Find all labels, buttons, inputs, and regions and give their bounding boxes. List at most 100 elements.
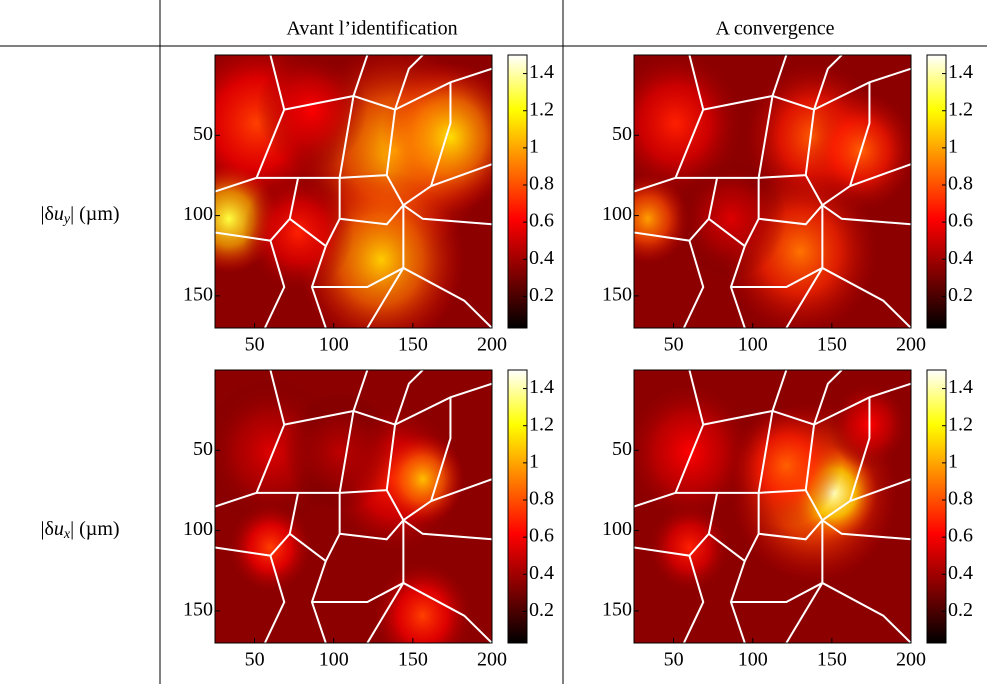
y-tick-label: 50 [612, 123, 632, 145]
x-tick-label: 200 [477, 649, 507, 671]
heatmap-blob [634, 173, 690, 264]
colorbar [507, 54, 528, 329]
grain-boundary [402, 582, 492, 643]
colorbar-tick-label: 0.8 [529, 173, 554, 195]
x-tick-label: 150 [398, 334, 428, 356]
row-label-part: x [63, 527, 71, 542]
grain-boundary [394, 370, 424, 425]
grain-boundary [682, 555, 705, 643]
colorbar-tick-label: 0.4 [948, 247, 973, 269]
heatmap-panel: 50 100 150 200 50 100 150 0.2 0.4 0.6 0.8 1 1.2 1.4 [602, 54, 973, 356]
colorbar-tick-label: 1 [529, 135, 539, 157]
x-tick-label: 100 [319, 649, 349, 671]
colorbar-tick-label: 1.2 [529, 98, 554, 120]
row-label: |δuy| (µm) [40, 203, 119, 228]
grain-boundary [821, 204, 911, 226]
heatmap-panel: 50 100 150 200 50 100 150 0.2 0.4 0.6 0.8 1 1.2 1.4 [602, 369, 973, 671]
column-header: A convergence [715, 18, 834, 40]
y-tick-label: 50 [193, 438, 213, 460]
colorbar [507, 369, 528, 644]
heatmap-blob [730, 405, 842, 526]
heatmap-blob [381, 434, 465, 525]
row-label-part: y [62, 212, 71, 227]
grain-boundary [256, 410, 355, 494]
colorbar [926, 369, 947, 644]
heatmap-panel: 50 100 150 200 50 100 150 0.2 0.4 0.6 0.8 1 1.2 1.4 [183, 54, 554, 356]
grain-boundary [339, 409, 397, 494]
x-tick-label: 150 [817, 334, 847, 356]
colorbar-tick-label: 1 [529, 450, 539, 472]
heatmap-blob [242, 172, 354, 293]
grain-boundary [339, 519, 405, 541]
x-tick-label: 150 [817, 649, 847, 671]
grain-boundary [634, 492, 719, 557]
grain-boundary [394, 55, 424, 110]
heatmap [634, 370, 911, 643]
row-label-part: | (µm) [70, 518, 119, 540]
heatmap-blob [372, 561, 473, 643]
grain-boundary [402, 519, 492, 541]
grain-boundary [634, 55, 705, 193]
plot-frame [633, 54, 912, 329]
colorbar-tick-label: 0.4 [529, 247, 554, 269]
colorbar-tick-label: 0.6 [948, 525, 973, 547]
colorbar-tick-label: 0.4 [948, 562, 973, 584]
row-label-part: u [54, 203, 64, 225]
grain-boundary [402, 204, 492, 226]
colorbar-tick-label: 0.8 [948, 173, 973, 195]
x-tick-label: 200 [896, 649, 926, 671]
grain-boundary [758, 519, 824, 541]
column-header: Avant l’identification [286, 18, 457, 40]
colorbar-tick-label: 1.4 [948, 61, 973, 83]
grain-boundary [634, 370, 705, 508]
grain-boundary [758, 409, 816, 494]
grain-boundary [813, 370, 843, 425]
heatmap-panel: 50 100 150 200 50 100 150 0.2 0.4 0.6 0.8 1 1.2 1.4 [183, 369, 554, 671]
grain-boundary [730, 267, 823, 289]
grain-boundary [821, 582, 911, 643]
colorbar-tick-label: 0.8 [948, 488, 973, 510]
colorbar-tick-label: 1.4 [529, 61, 554, 83]
colorbar-tick-label: 0.2 [948, 284, 973, 306]
y-tick-label: 100 [183, 203, 213, 225]
grain-boundary [289, 492, 341, 563]
x-tick-label: 100 [738, 334, 768, 356]
colorbar-tick-label: 0.6 [529, 210, 554, 232]
plot-frame [633, 369, 912, 644]
grain-boundary [263, 240, 286, 328]
y-tick-label: 100 [602, 203, 632, 225]
row-label-part: |δ [40, 203, 53, 225]
colorbar-tick-label: 1.2 [948, 98, 973, 120]
x-tick-label: 50 [245, 649, 265, 671]
y-tick-label: 100 [183, 518, 213, 540]
colorbar-tick-label: 1.2 [529, 413, 554, 435]
heatmap-blob [284, 391, 396, 512]
grain-boundary [675, 95, 774, 179]
grain-boundary [311, 267, 404, 289]
grain-boundary [339, 94, 397, 179]
colorbar-tick-label: 0.4 [529, 562, 554, 584]
x-tick-label: 200 [896, 334, 926, 356]
heatmap [215, 55, 492, 328]
grain-boundary [708, 177, 760, 248]
colorbar-tick-label: 1 [948, 135, 958, 157]
colorbar-tick-label: 1.4 [948, 376, 973, 398]
colorbar-tick-label: 0.2 [948, 599, 973, 621]
grain-boundary [215, 492, 300, 557]
plot-frame [214, 54, 493, 329]
heatmap-blob [256, 55, 368, 170]
grain-boundary [311, 582, 404, 604]
grain-boundary [263, 555, 286, 643]
colorbar-tick-label: 0.2 [529, 284, 554, 306]
heatmap [634, 55, 911, 328]
grain-boundary [215, 177, 300, 242]
x-tick-label: 150 [398, 649, 428, 671]
grain-boundary [849, 163, 911, 187]
colorbar [926, 54, 947, 329]
heatmap-blob [228, 502, 312, 593]
row-label-part: |δ [40, 518, 53, 540]
y-tick-label: 100 [602, 518, 632, 540]
heatmap-blob [647, 502, 731, 593]
grain-boundary [821, 267, 911, 328]
